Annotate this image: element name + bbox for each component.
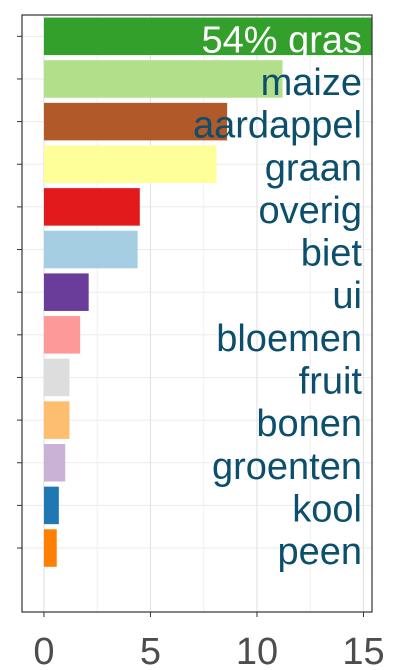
bar [43,529,57,567]
bar [43,273,89,311]
bar [43,443,66,482]
bar-label: graan [265,147,362,189]
bar-label: biet [301,233,363,275]
x-tick-label: 5 [140,631,161,670]
bar-label: overig [259,190,363,232]
bar [43,401,70,439]
bar [43,60,283,98]
bar-label: kool [292,488,362,530]
bar [43,102,228,141]
bar-label: bloemen [216,318,362,360]
panel-border [21,14,373,613]
bar [43,188,140,226]
bar [43,486,59,525]
bar [43,145,217,184]
bar [43,316,81,354]
bar-label: fruit [299,360,363,402]
bar-label: ui [332,275,362,317]
x-tick-label: 0 [33,631,54,670]
x-tick-label: 10 [236,631,278,670]
x-tick-label: 15 [342,631,384,670]
bar-label: groenten [212,446,362,488]
bar-label: peen [277,531,362,573]
bar-label: 54% gras [201,19,362,61]
bar-label: maize [261,62,362,104]
bar [43,17,372,56]
bars [43,17,372,567]
bar-label: aardappel [193,105,362,147]
bar-label: bonen [256,403,362,445]
bar [43,230,138,269]
bar [43,358,70,397]
